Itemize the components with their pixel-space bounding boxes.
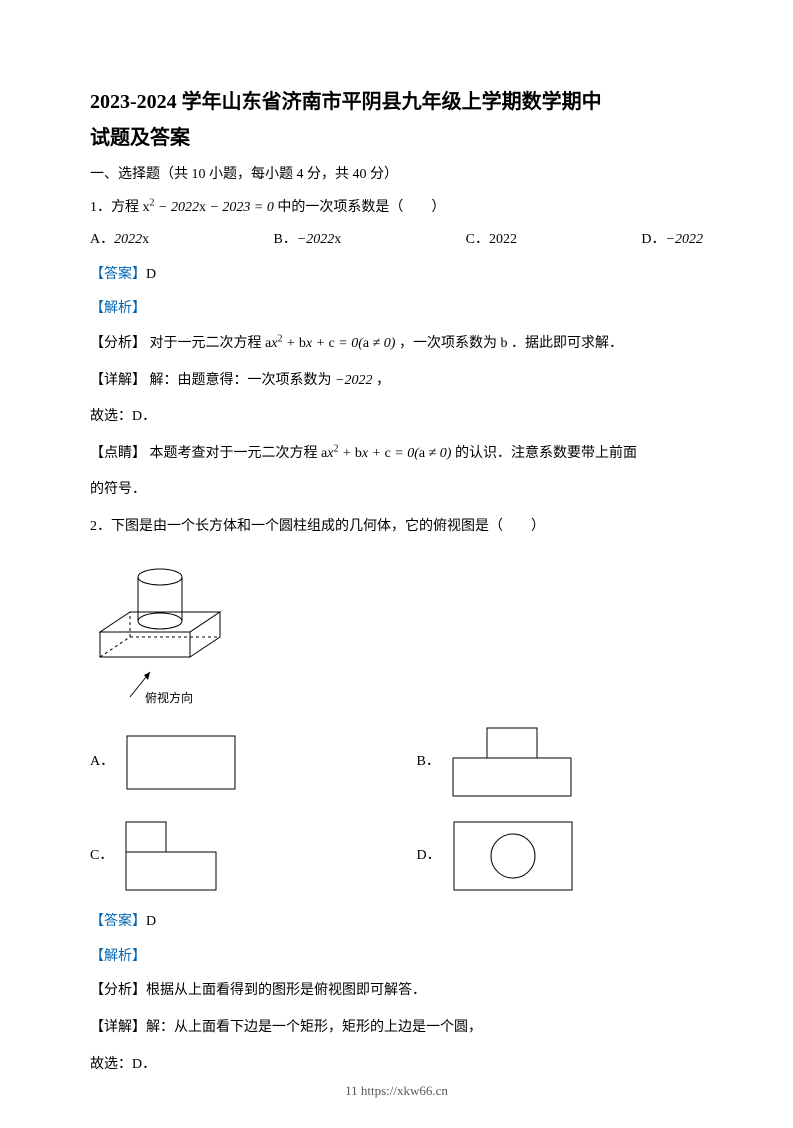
section-header: 一、选择题（共 10 小题，每小题 4 分，共 40 分） [90,162,703,189]
q1-options: A．2022x B．−2022x C．2022 D．−2022 [90,227,703,254]
q1-guxuan: 故选：D． [90,404,703,431]
cuboid-cylinder-svg: 俯视方向 [90,547,230,707]
q1-option-a: A．2022x [90,227,149,254]
answer-label-2: 【答案】 [90,914,146,929]
q1-answer-value: D [146,267,156,282]
q1-dianjing: 【点睛】 本题考查对于一元二次方程 ax2 + bx + c = 0(a ≠ 0… [90,441,703,468]
q1-option-c: C．2022 [466,227,517,254]
option-letter-b: B． [417,749,440,776]
page: 2023-2024 学年山东省济南市平阴县九年级上学期数学期中 试题及答案 一、… [0,0,793,1128]
fenxi-label: 【分析】 [90,336,146,351]
option-b-svg [452,727,572,797]
title-line-2: 试题及答案 [90,127,190,149]
q1-stem-prefix: 1．方程 [90,200,143,215]
q1-jiexi: 【解析】 [90,296,703,323]
q2-option-b: B． [417,727,704,797]
q2-xiangjie: 【详解】解：从上面看下边是一个矩形，矩形的上边是一个圆， [90,1015,703,1042]
q2-options: A． B． C． D． [90,727,703,891]
q1-xiangjie: 【详解】 解：由题意得：一次项系数为 −2022 ， [90,368,703,395]
arrow-label: 俯视方向 [145,690,193,705]
q2-jiexi: 【解析】 [90,944,703,971]
q2-fenxi-text: 根据从上面看得到的图形是俯视图即可解答． [146,983,426,998]
page-title: 2023-2024 学年山东省济南市平阴县九年级上学期数学期中 试题及答案 [90,84,703,156]
q1-option-b: B．−2022x [274,227,342,254]
q2-guxuan: 故选：D． [90,1052,703,1079]
q1-dianjing-2: 的符号． [90,477,703,504]
q2-answer: 【答案】D [90,909,703,936]
option-letter-d: D． [417,843,441,870]
answer-label: 【答案】 [90,267,146,282]
q2-stem: 2．下图是由一个长方体和一个圆柱组成的几何体，它的俯视图是（ ） [90,514,703,541]
option-letter-a: A． [90,749,114,776]
q2-option-a: A． [90,727,377,797]
q1-option-d: D．−2022 [641,227,703,254]
fenxi-label-2: 【分析】 [90,983,146,998]
q1-stem-suffix: 中的一次项系数是（ ） [277,200,445,215]
xiangjie-label-2: 【详解】 [90,1020,146,1035]
q2-main-figure: 俯视方向 [90,547,703,718]
page-footer: 11 https://xkw66.cn [0,1079,793,1104]
option-a-svg [126,735,236,790]
option-letter-c: C． [90,843,113,870]
dianjing-label: 【点睛】 [90,446,146,461]
q2-option-d: D． [417,821,704,891]
q2-xiangjie-text: 解：从上面看下边是一个矩形，矩形的上边是一个圆， [146,1020,482,1035]
option-d-svg [453,821,573,891]
title-line-1: 2023-2024 学年山东省济南市平阴县九年级上学期数学期中 [90,91,602,113]
q2-fenxi: 【分析】根据从上面看得到的图形是俯视图即可解答． [90,978,703,1005]
q2-option-c: C． [90,821,377,891]
option-c-svg [125,821,225,891]
q1-answer: 【答案】D [90,262,703,289]
q2-answer-value: D [146,914,156,929]
q1-fenxi: 【分析】 对于一元二次方程 ax2 + bx + c = 0(a ≠ 0) ，一… [90,331,703,358]
xiangjie-label: 【详解】 [90,373,146,388]
q1-stem: 1．方程 x2 − 2022x − 2023 = 0 中的一次项系数是（ ） [90,195,703,222]
q1-equation: x2 − 2022x − 2023 = 0 [143,200,274,215]
